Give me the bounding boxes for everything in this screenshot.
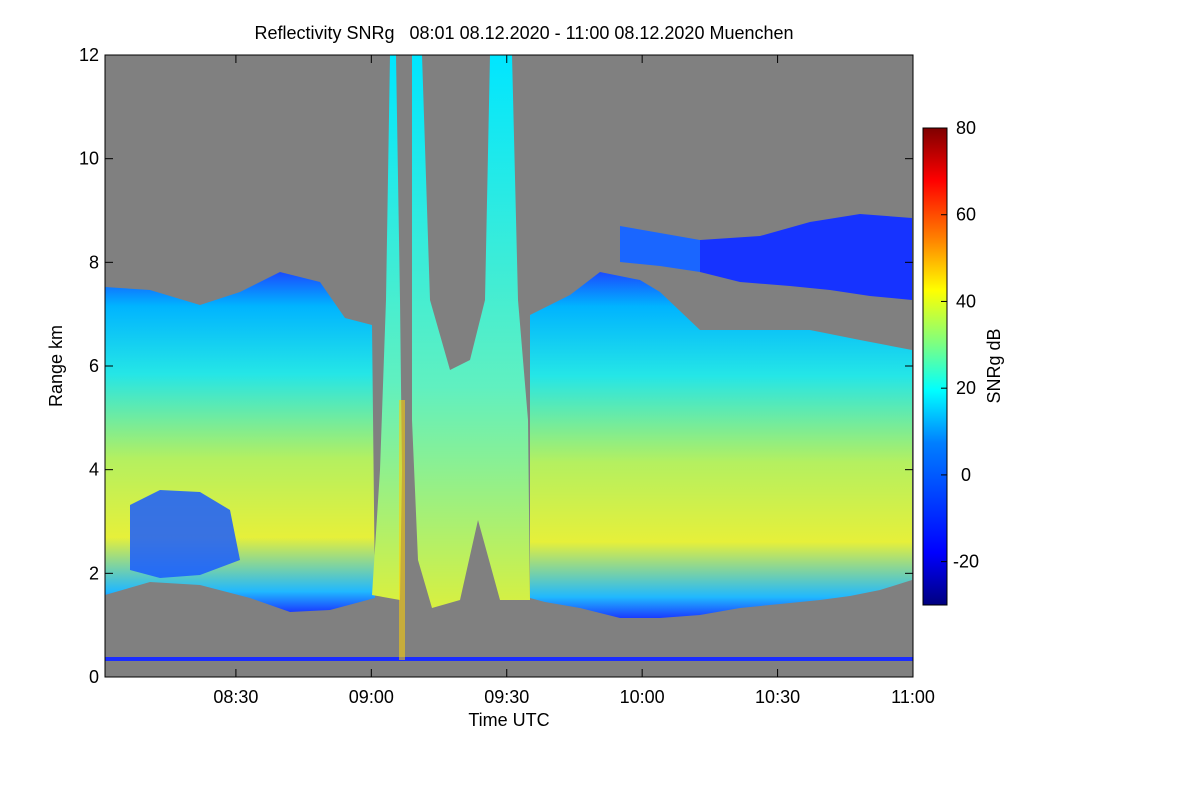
x-axis-label: Time UTC xyxy=(468,710,549,730)
upper-cloud-band-tail xyxy=(620,226,700,272)
y-tick-label: 6 xyxy=(89,356,99,376)
colorbar-tick-label: 40 xyxy=(956,291,976,311)
y-axis: 0 2 4 6 8 10 12 xyxy=(79,45,913,687)
x-tick-label: 08:30 xyxy=(213,687,258,707)
colorbar-tick-label: 60 xyxy=(956,205,976,225)
colorbar-tick-label: 0 xyxy=(961,465,971,485)
colorbar-axis: 80 60 40 20 0 -20 xyxy=(941,118,979,572)
cloud-base-layer xyxy=(130,490,240,578)
plot-area xyxy=(105,55,913,677)
colorbar-label: SNRg dB xyxy=(984,328,1004,403)
colorbar-tick-label: 80 xyxy=(956,118,976,138)
plume-left xyxy=(372,55,402,600)
upper-cloud-band xyxy=(700,214,912,300)
chart-title: Reflectivity SNRg 08:01 08.12.2020 - 11:… xyxy=(254,23,793,43)
x-axis: 08:30 09:00 09:30 10:00 10:30 11:00 xyxy=(213,55,935,707)
y-axis-label: Range km xyxy=(46,325,66,407)
colorbar-tick-label: 20 xyxy=(956,378,976,398)
y-tick-label: 12 xyxy=(79,45,99,65)
surface-clutter-line xyxy=(105,657,913,661)
x-tick-label: 10:30 xyxy=(755,687,800,707)
noise-column xyxy=(399,400,405,660)
y-tick-label: 2 xyxy=(89,563,99,583)
cloud-mass-east xyxy=(530,272,912,618)
x-tick-label: 09:30 xyxy=(484,687,529,707)
x-tick-label: 09:00 xyxy=(349,687,394,707)
y-tick-label: 4 xyxy=(89,460,99,480)
y-tick-label: 10 xyxy=(79,149,99,169)
y-tick-label: 8 xyxy=(89,252,99,272)
x-tick-label: 11:00 xyxy=(891,687,935,707)
colorbar xyxy=(922,127,948,606)
colorbar-tick-label: -20 xyxy=(953,552,979,572)
x-tick-label: 10:00 xyxy=(620,687,665,707)
plume-center xyxy=(412,55,530,608)
y-tick-label: 0 xyxy=(89,667,99,687)
